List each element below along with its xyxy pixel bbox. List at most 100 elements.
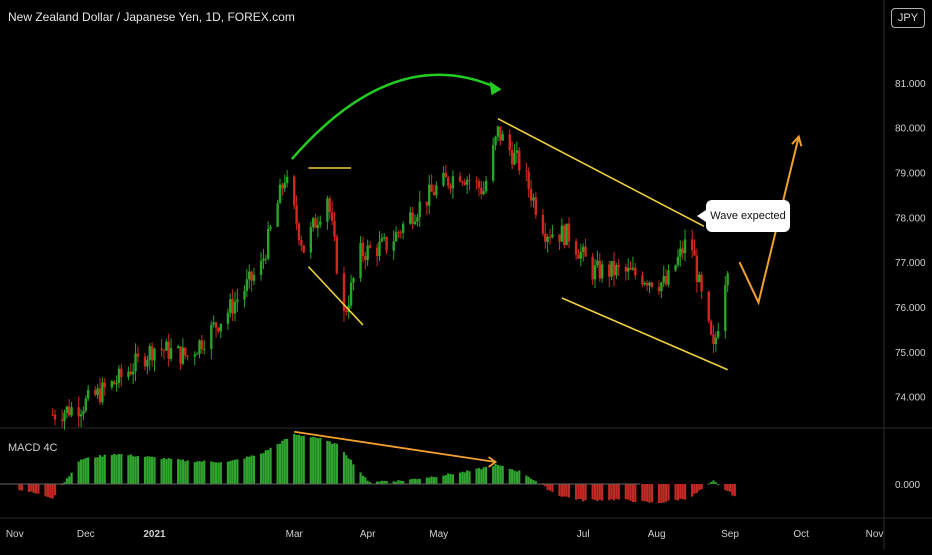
macd-bar: [499, 465, 502, 484]
candle-body: [515, 150, 519, 153]
macd-bar: [728, 484, 732, 492]
macd-bar: [132, 456, 135, 484]
candle-body: [477, 181, 481, 188]
candle-body: [442, 172, 445, 186]
macd-bar: [269, 447, 272, 484]
macd-bar: [61, 484, 64, 486]
macd-bar: [53, 484, 57, 496]
candle-body: [484, 180, 488, 192]
candle-body: [269, 226, 272, 229]
candle-body: [544, 233, 547, 242]
macd-bar: [281, 440, 284, 484]
macd-bar: [333, 443, 336, 484]
macd-bar: [527, 476, 530, 484]
macd-bar: [683, 484, 687, 500]
candle-body: [250, 271, 253, 281]
candle-body: [179, 346, 182, 364]
macd-bar: [428, 477, 431, 484]
currency-badge[interactable]: JPY: [891, 8, 925, 28]
macd-bar: [229, 460, 232, 484]
macd-bar: [267, 450, 270, 484]
macd-bar: [560, 484, 563, 497]
candle-body: [333, 220, 336, 237]
candle-body: [361, 242, 365, 257]
macd-bar: [378, 481, 381, 484]
macd-bar: [629, 484, 632, 501]
macd-bar: [447, 473, 450, 484]
candle-body: [508, 134, 511, 151]
macd-bar: [551, 484, 554, 492]
candle-body: [527, 171, 530, 189]
candle-body: [560, 225, 564, 242]
candle-body: [297, 223, 301, 241]
macd-bar: [416, 479, 419, 484]
macd-bar: [27, 484, 31, 493]
candle-body: [143, 356, 147, 367]
candle-body: [349, 282, 353, 306]
candle-body: [63, 412, 66, 422]
macd-bar: [70, 472, 73, 484]
y-tick-label: 74.000: [895, 393, 926, 404]
candle-body: [167, 341, 170, 359]
x-tick-label: Aug: [648, 529, 666, 540]
candle-body: [698, 274, 701, 282]
candle-body: [146, 360, 149, 367]
macd-bar: [608, 484, 611, 501]
candle-body: [345, 310, 348, 312]
candle-body: [328, 198, 331, 213]
candle-body: [148, 346, 151, 361]
macd-bar: [425, 477, 428, 484]
candle-body: [210, 324, 213, 349]
macd-bar: [96, 457, 99, 484]
macd-bar: [624, 484, 627, 500]
candle-body: [629, 267, 632, 270]
candle-body: [681, 248, 684, 254]
candle-body: [525, 170, 528, 172]
candle-body: [712, 334, 715, 345]
macd-bar: [243, 458, 246, 484]
macd-bar: [262, 453, 265, 484]
macd-bar: [219, 462, 222, 484]
macd-bar: [582, 484, 585, 502]
macd-divergence-line: [294, 430, 496, 463]
macd-bar: [695, 484, 698, 493]
candle-body: [378, 241, 381, 256]
macd-bar: [198, 461, 201, 484]
candle-body: [295, 205, 298, 224]
macd-bar: [117, 454, 121, 484]
macd-bar: [394, 481, 398, 484]
candle-body: [581, 246, 585, 252]
macd-bar: [667, 484, 670, 501]
macd-bar: [297, 434, 301, 484]
candle-body: [153, 348, 156, 361]
macd-histogram: [18, 433, 736, 504]
candle-body: [567, 223, 571, 242]
macd-bar: [319, 437, 322, 484]
macd-bar: [366, 480, 369, 484]
candle-body: [120, 368, 123, 377]
macd-bar: [612, 484, 616, 501]
candle-body: [584, 246, 587, 257]
candle-body: [676, 256, 680, 266]
macd-bar: [444, 475, 447, 484]
macd-bar: [532, 479, 535, 484]
macd-bar: [413, 478, 417, 484]
candle-body: [231, 299, 234, 314]
candle-body: [383, 236, 386, 239]
macd-bar: [648, 484, 651, 503]
macd-bar: [432, 477, 436, 484]
macd-bar: [492, 466, 495, 484]
candle-body: [413, 221, 417, 225]
macd-bar: [494, 463, 497, 484]
macd-bar: [496, 465, 500, 484]
macd-bar: [435, 477, 438, 484]
macd-bar: [153, 457, 156, 484]
macd-bar: [94, 457, 97, 484]
candle-body: [326, 198, 329, 222]
projection-arrowhead: [791, 134, 803, 147]
candle-body: [624, 266, 628, 272]
macd-bar: [529, 478, 533, 484]
candle-body: [293, 176, 296, 206]
candle-body: [480, 187, 483, 195]
macd-bar: [342, 452, 346, 484]
